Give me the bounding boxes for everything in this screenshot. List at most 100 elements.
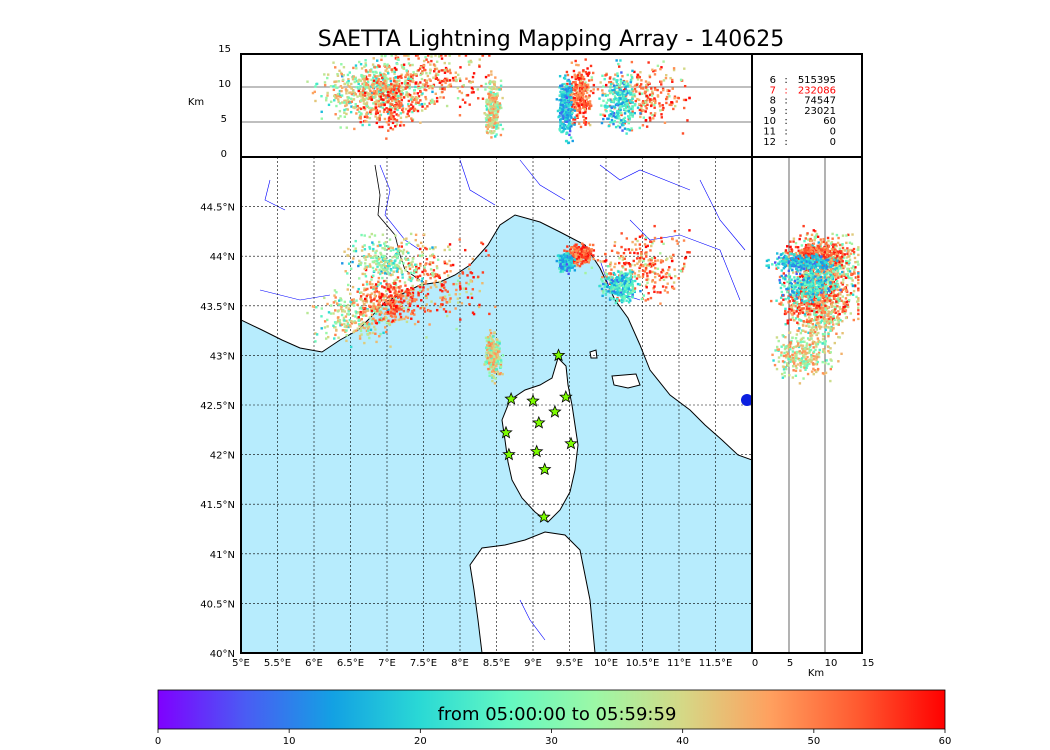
lightning-source [659,291,662,294]
lightning-source-top [407,76,411,79]
lightning-source [440,285,444,289]
lightning-source-top [417,69,420,72]
lightning-source-top [393,79,396,83]
lightning-source-top [423,88,426,91]
lightning-source [619,291,623,294]
lightning-source-top [583,82,586,86]
lightning-source [373,269,376,273]
station-id: 8 [770,96,776,107]
lightning-source [562,253,566,256]
lightning-source [425,336,428,339]
lightning-source [393,308,396,311]
lightning-source-top [566,113,570,117]
lightning-source [370,313,374,316]
lightning-source-top [396,108,399,112]
lightning-source [424,294,428,297]
lightning-source-top [477,97,480,100]
lightning-source [338,319,342,322]
lightning-source-side [838,305,842,309]
lightning-source [362,306,365,310]
lightning-source [375,340,378,344]
lightning-source [561,256,565,259]
lightning-source [654,266,657,270]
lightning-source [492,363,495,366]
lightning-source [645,255,648,258]
lightning-source [407,308,410,312]
lightning-source [329,312,333,315]
lightning-source [395,305,398,309]
lightning-source [570,258,574,262]
lightning-source-top [562,92,565,96]
lightning-source [372,298,376,301]
lightning-source-side [831,280,834,284]
lightning-source [598,284,601,288]
edge-marker [741,394,752,406]
lightning-source-top [647,81,650,84]
station-id: 12 [763,137,776,148]
lightning-source-top [623,122,626,125]
lightning-source-top [619,111,623,114]
lightning-source-top [580,96,583,99]
lightning-source [609,263,612,266]
lightning-source [382,307,386,310]
lightning-source-top [374,101,378,104]
lightning-source-top [391,118,395,121]
lightning-source [577,256,580,259]
lightning-source [371,249,375,252]
lightning-source [362,293,365,296]
lightning-source [487,367,490,371]
lightning-source-top [425,58,428,61]
lightning-source-top [628,99,631,102]
lightning-source [389,285,393,289]
lightning-source-top [373,101,377,104]
lightning-source-top [422,59,426,63]
lightning-source-top [644,100,647,103]
lightning-source [383,279,386,283]
lightning-source [578,252,582,255]
lightning-source-top [335,96,338,100]
lightning-source-top [383,62,386,66]
lightning-source-top [601,74,604,77]
lightning-source [635,277,639,280]
lightning-source-top [603,77,606,81]
lightning-source-top [601,94,604,97]
lightning-source-side [838,247,842,251]
lightning-source-top [628,128,631,132]
lightning-source [370,275,374,279]
lightning-source-top [430,59,433,63]
lightning-source-top [435,60,439,63]
lightning-source [320,327,323,330]
lightning-source-top [411,110,414,114]
lightning-source-top [378,114,382,117]
lightning-source [606,285,609,288]
lightning-source [358,318,361,321]
lightning-source-top [417,87,420,90]
lightning-source-top [362,99,365,103]
lightning-source [581,247,585,251]
lightning-source [346,312,349,316]
lightning-source-top [384,82,387,86]
lightning-source-side [840,275,843,278]
lightning-source-top [370,78,373,82]
lightning-source [638,247,642,250]
lightning-source-top [393,117,396,121]
lightning-source [368,247,372,250]
lightning-source-top [371,70,375,74]
lightning-source [374,328,377,331]
lightning-source-top [378,125,381,129]
lightning-source [374,285,377,288]
lightning-source [387,259,391,263]
lightning-source [360,326,363,329]
lightning-source [343,300,347,304]
lightning-source-top [385,137,388,140]
lightning-source [653,290,656,294]
lightning-source-top [629,78,633,82]
lightning-source-top [368,87,371,91]
lightning-source-top [424,83,427,86]
lightning-source-top [650,94,654,97]
lightning-source-top [385,76,388,80]
lightning-source [364,265,367,268]
lightning-source [343,329,346,332]
lightning-source [629,273,633,276]
lightning-source [404,265,408,269]
